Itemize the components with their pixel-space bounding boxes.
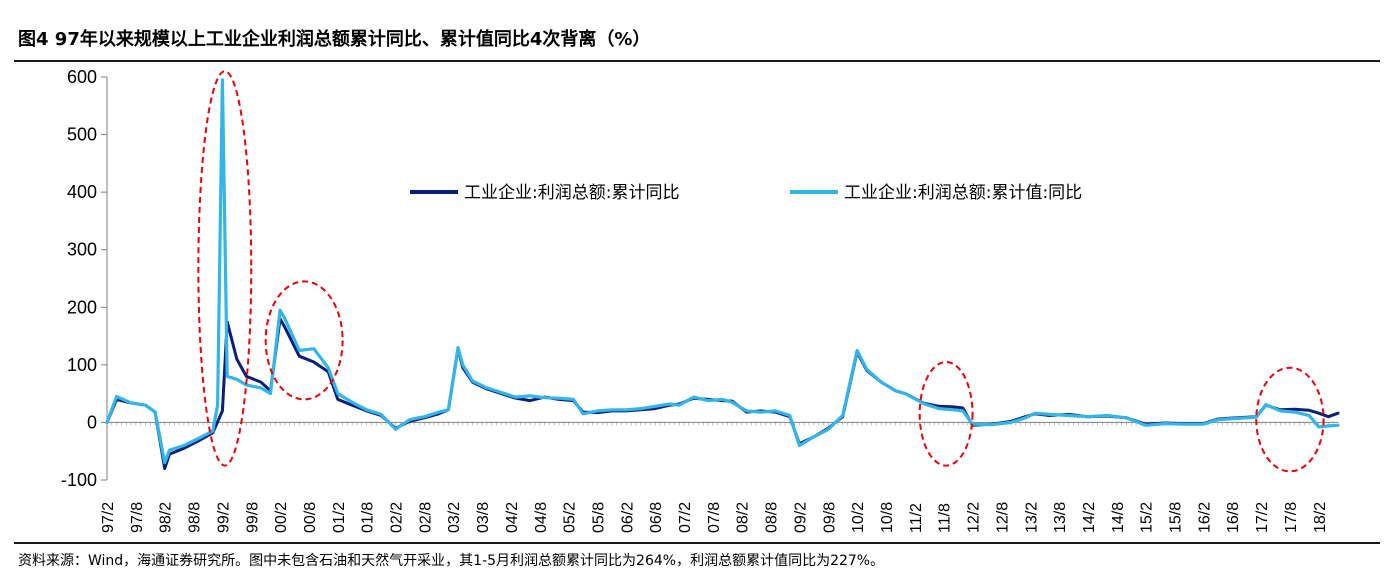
x-tick-label: 12/8 [994,502,1011,533]
x-tick-label: 00/2 [273,502,290,533]
x-tick-label: 03/8 [475,502,492,533]
x-tick-label: 05/8 [590,502,607,533]
y-tick-label: 400 [67,182,97,202]
x-tick-label: 06/2 [619,502,636,533]
x-tick-label: 04/2 [504,502,521,533]
x-tick-label: 09/2 [792,502,809,533]
x-axis: 97/2 97/8 98/2 98/8 99/2 99/8 00/2 00/8 01/2 01/8… [100,421,1339,533]
divergence-ellipse-1 [197,70,253,467]
x-tick-label: 14/2 [1081,502,1098,533]
y-tick-label: 500 [67,125,97,145]
x-tick-label: 15/2 [1139,502,1156,533]
x-tick-label: 13/2 [1023,502,1040,533]
x-tick-label: 03/2 [446,502,463,533]
x-tick-label: 07/2 [677,502,694,533]
x-tick-label: 16/2 [1196,502,1213,533]
x-tick-label: 98/8 [187,502,204,533]
x-tick-label: 09/8 [821,502,838,533]
x-tick-label: 05/2 [562,502,579,533]
x-tick-label: 08/8 [764,502,781,533]
series-line-2 [105,78,1340,465]
x-tick-label: 01/2 [331,502,348,533]
x-tick-label: 04/8 [533,502,550,533]
x-tick-label: 16/8 [1225,502,1242,533]
series-line-1 [105,317,1340,470]
x-tick-label: 11/2 [908,503,925,533]
x-tick-label: 17/8 [1283,502,1300,533]
y-axis: 600 500 400 300 200 100 0 -100 [61,67,108,490]
x-tick-label: 18/2 [1312,502,1329,533]
divergence-ellipse-4 [1255,366,1325,473]
x-tick-label: 99/8 [244,502,261,533]
y-tick-label: 0 [87,412,97,432]
divergence-ellipses [197,70,1325,473]
bottom-rule [14,542,1380,544]
chart-title: 图4 97年以来规模以上工业企业利润总额累计同比、累计值同比4次背离（%） [18,29,651,50]
x-tick-label: 00/8 [302,502,319,533]
x-tick-label: 97/2 [100,502,117,533]
x-tick-label: 02/2 [389,502,406,533]
x-tick-label: 97/8 [129,502,146,533]
series-lines [105,78,1340,470]
x-tick-label: 10/8 [879,502,896,533]
divergence-ellipse-3 [918,360,974,467]
x-tick-label: 98/2 [158,502,175,533]
x-tick-label: 08/2 [735,502,752,533]
x-tick-label: 15/8 [1168,502,1185,533]
legend: 工业企业:利润总额:累计同比 工业企业:利润总额:累计值:同比 [410,183,1082,203]
y-tick-label: 200 [67,297,97,317]
top-rule [14,60,1380,62]
x-tick-label: 10/2 [850,502,867,533]
x-tick-label: 11/8 [937,503,954,533]
x-tick-label: 99/2 [215,502,232,533]
y-tick-label: -100 [61,470,97,490]
y-tick-label: 300 [67,240,97,260]
x-tick-label: 02/8 [417,502,434,533]
x-tick-label: 13/8 [1052,502,1069,533]
x-tick-label: 06/8 [648,502,665,533]
x-tick-label: 07/8 [706,502,723,533]
divergence-ellipse-2 [264,280,344,401]
x-tick-label: 01/8 [360,502,377,533]
x-tick-label: 12/2 [966,502,983,533]
x-tick-label: 17/2 [1254,502,1271,533]
legend-label-2: 工业企业:利润总额:累计值:同比 [844,183,1082,203]
y-tick-label: 600 [67,67,97,87]
x-tick-label: 14/8 [1110,502,1127,533]
legend-label-1: 工业企业:利润总额:累计同比 [464,183,679,203]
y-tick-label: 100 [67,355,97,375]
source-note: 资料来源：Wind，海通证券研究所。图中未包含石油和天然气开采业，其1-5月利润… [18,553,885,569]
